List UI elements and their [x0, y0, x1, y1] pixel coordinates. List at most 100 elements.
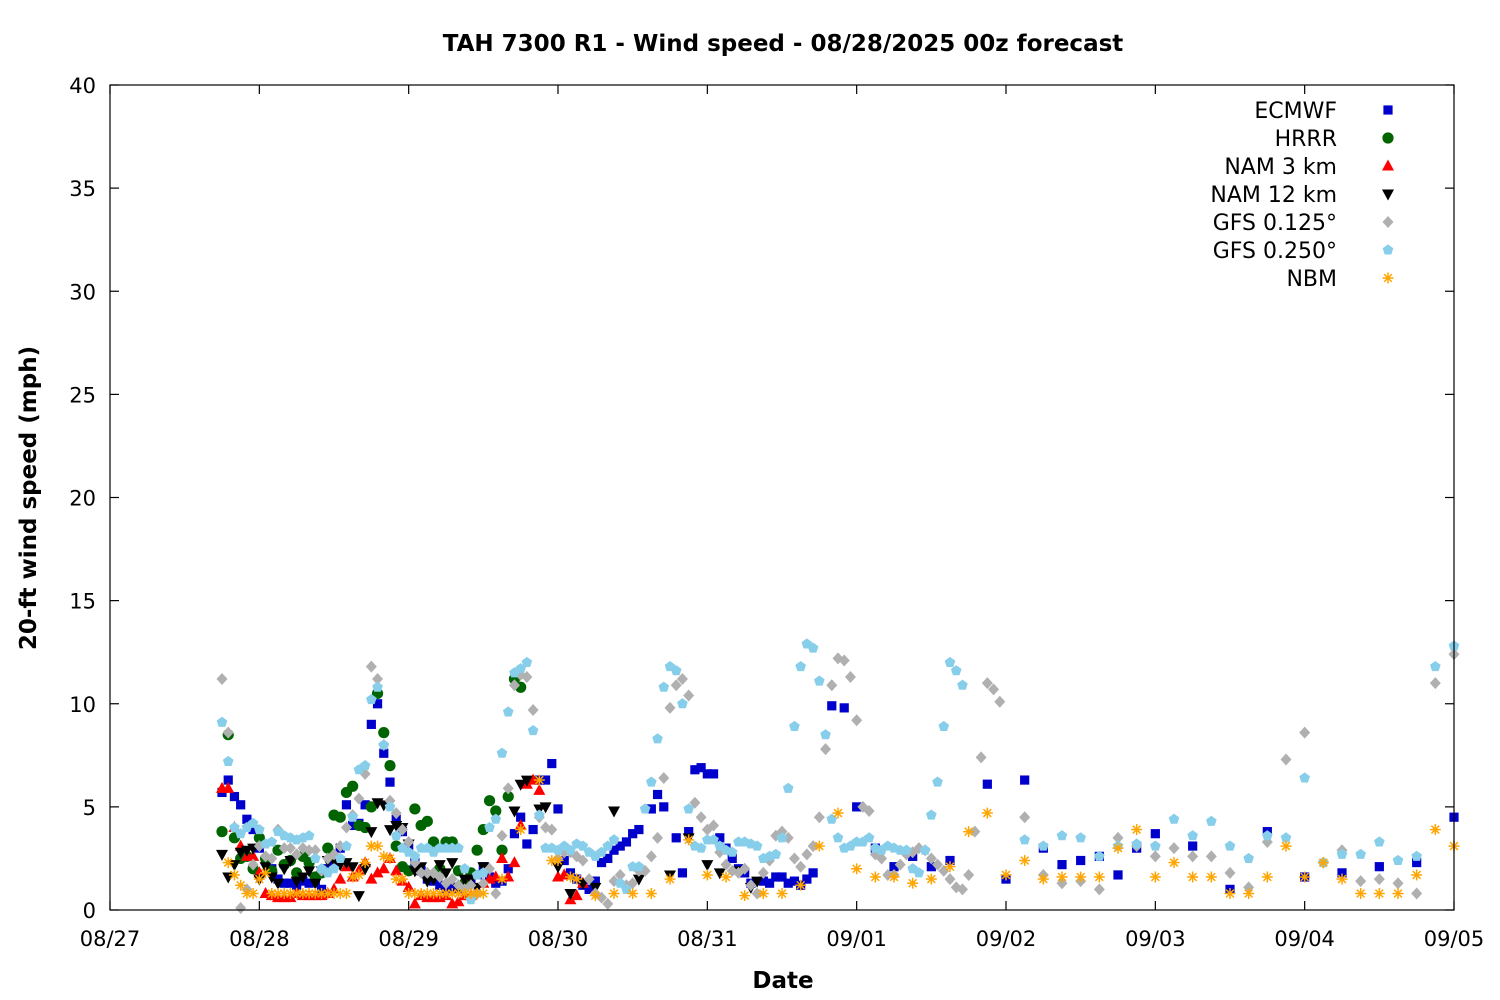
data-point [596, 891, 608, 904]
data-point [248, 824, 258, 835]
data-point [596, 857, 607, 868]
data-point [1429, 824, 1441, 836]
data-point [334, 852, 346, 863]
data-point [690, 765, 700, 775]
data-point [427, 836, 440, 848]
data-point [1093, 883, 1105, 896]
data-point [783, 878, 793, 888]
data-point [359, 864, 372, 876]
data-point [1430, 661, 1441, 672]
data-point [720, 871, 732, 883]
data-point [751, 840, 763, 851]
data-point [701, 860, 714, 872]
data-point [670, 679, 682, 692]
data-point [1188, 841, 1198, 851]
series-6 [222, 774, 1460, 902]
data-point [384, 852, 396, 864]
data-point [229, 821, 240, 833]
data-point [415, 866, 427, 879]
data-point [975, 751, 987, 764]
data-point [266, 836, 278, 847]
data-point [950, 665, 962, 676]
y-tick-label: 40 [69, 74, 96, 98]
data-point [926, 809, 937, 820]
data-point [684, 827, 694, 837]
data-point [1243, 888, 1255, 899]
data-point [1429, 677, 1441, 690]
data-point [944, 873, 956, 886]
legend-label: NAM 12 km [1210, 183, 1337, 208]
data-point [310, 852, 321, 863]
data-point [254, 823, 265, 835]
data-point [371, 866, 384, 878]
legend-marker [1382, 244, 1394, 255]
data-point [1280, 753, 1292, 766]
data-point [303, 866, 316, 878]
data-point [727, 853, 737, 864]
x-tick-label: 08/29 [378, 927, 439, 951]
data-point [863, 832, 875, 843]
data-point [715, 833, 725, 843]
y-tick-label: 10 [69, 693, 96, 717]
data-point [384, 760, 396, 772]
y-tick-label: 30 [69, 280, 96, 304]
legend-marker [1382, 132, 1394, 144]
data-point [278, 864, 291, 876]
data-point [671, 833, 681, 843]
data-point [851, 863, 863, 875]
chart-title: TAH 7300 R1 - Wind speed - 08/28/2025 00… [443, 31, 1124, 57]
data-point [478, 867, 489, 878]
legend-label: ECMWF [1254, 99, 1337, 124]
legend: ECMWF HRRR NAM 3 km NAM 12 km GFS 0.125° GFS … [1210, 99, 1394, 292]
data-point [894, 858, 906, 871]
data-point [402, 880, 415, 892]
data-point [1355, 875, 1367, 888]
data-point [789, 876, 800, 886]
data-point [795, 860, 807, 873]
data-point [303, 830, 315, 841]
data-point [521, 670, 533, 683]
data-point [919, 844, 931, 855]
data-point [378, 739, 390, 750]
data-point [222, 781, 235, 793]
data-point [1187, 871, 1199, 883]
data-point [229, 791, 240, 802]
data-point [521, 656, 533, 668]
data-point [285, 878, 296, 888]
data-point [1093, 871, 1105, 883]
data-point [570, 889, 583, 901]
data-point [528, 824, 538, 835]
data-point [547, 758, 557, 769]
data-point [764, 878, 775, 888]
data-point [347, 780, 359, 792]
data-point [782, 782, 794, 793]
data-point [365, 827, 378, 839]
data-point [1205, 871, 1217, 883]
data-point [832, 832, 844, 843]
data-point [1280, 840, 1292, 852]
data-point [534, 809, 545, 820]
data-point [608, 888, 620, 899]
data-point [372, 681, 383, 692]
data-point [583, 873, 595, 886]
data-point [360, 800, 370, 810]
data-point [676, 673, 688, 685]
data-point [496, 844, 508, 856]
data-point [813, 840, 825, 852]
data-point [477, 888, 489, 899]
data-point [639, 803, 651, 814]
data-point [490, 813, 502, 824]
data-point [502, 706, 514, 717]
data-point [377, 862, 390, 874]
data-point [365, 872, 378, 884]
data-point [1299, 871, 1311, 883]
data-point [242, 814, 252, 824]
data-point [577, 840, 589, 851]
data-point [609, 845, 619, 855]
data-point [1187, 830, 1198, 841]
data-point [559, 855, 569, 866]
data-point [496, 873, 508, 885]
y-tick-label: 0 [83, 899, 96, 923]
data-point [696, 763, 706, 773]
data-point [552, 862, 564, 874]
